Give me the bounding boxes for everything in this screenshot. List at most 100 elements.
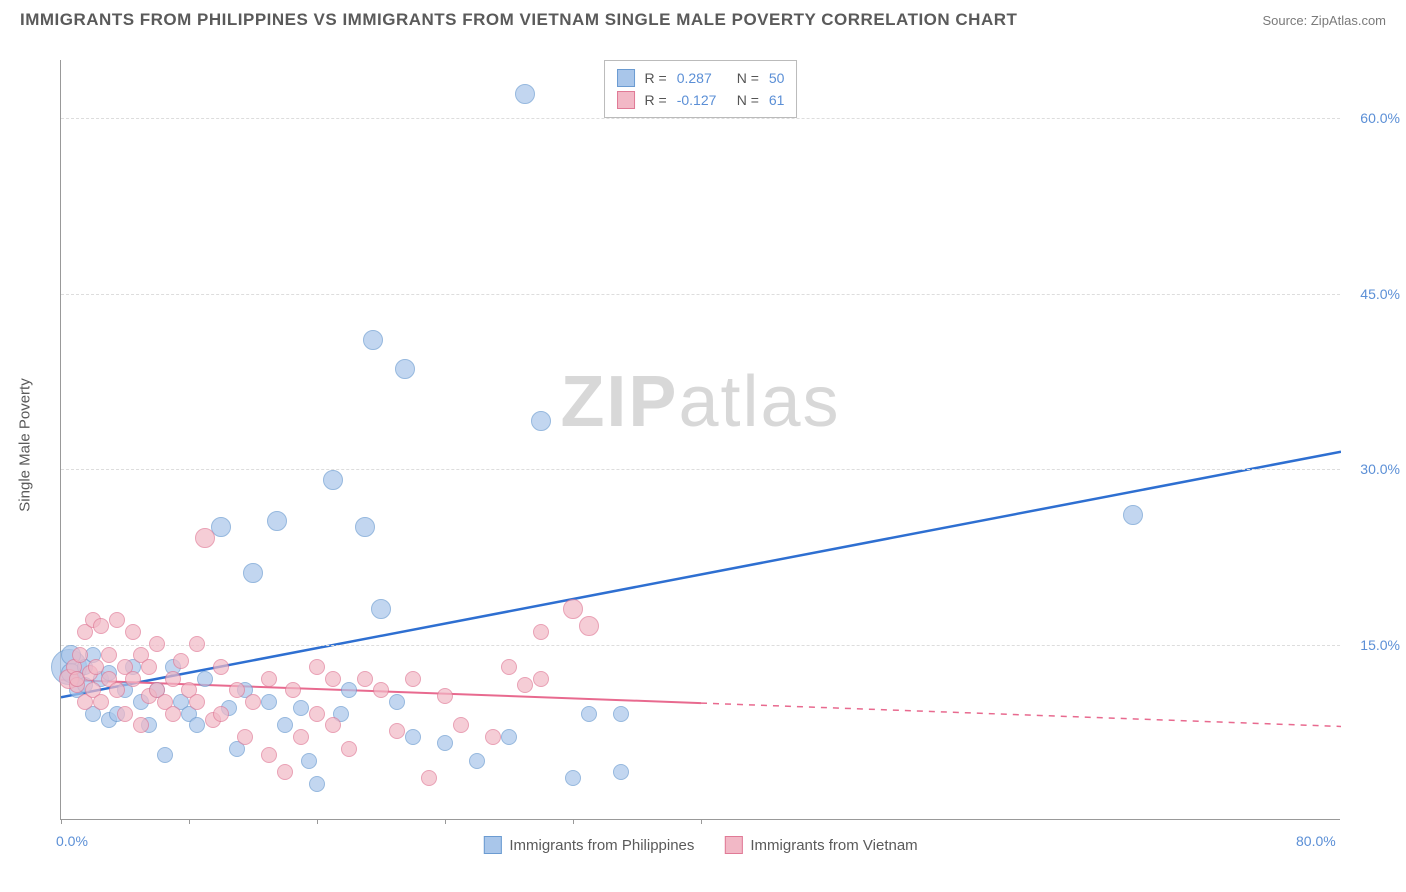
data-point-vietnam	[133, 717, 149, 733]
data-point-vietnam	[101, 647, 117, 663]
r-label: R =	[645, 92, 667, 108]
data-point-vietnam	[245, 694, 261, 710]
x-tick-mark	[189, 819, 190, 824]
data-point-vietnam	[437, 688, 453, 704]
y-tick-label: 60.0%	[1345, 110, 1400, 126]
data-point-philippines	[469, 753, 485, 769]
gridline	[61, 645, 1340, 646]
plot-area: ZIPatlas R =0.287N =50R =-0.127N =61 Imm…	[60, 60, 1340, 820]
x-tick-mark	[573, 819, 574, 824]
data-point-vietnam	[88, 659, 104, 675]
data-point-vietnam	[165, 706, 181, 722]
x-tick-mark	[701, 819, 702, 824]
data-point-vietnam	[579, 616, 599, 636]
data-point-philippines	[261, 694, 277, 710]
x-tick-label: 0.0%	[56, 833, 88, 849]
data-point-philippines	[309, 776, 325, 792]
correlation-legend: R =0.287N =50R =-0.127N =61	[604, 60, 798, 118]
series-legend: Immigrants from Philippines Immigrants fr…	[483, 836, 917, 854]
data-point-vietnam	[501, 659, 517, 675]
data-point-philippines	[437, 735, 453, 751]
data-point-vietnam	[285, 682, 301, 698]
data-point-vietnam	[117, 706, 133, 722]
data-point-vietnam	[533, 624, 549, 640]
gridline	[61, 118, 1340, 119]
data-point-vietnam	[533, 671, 549, 687]
data-point-philippines	[1123, 505, 1143, 525]
data-point-vietnam	[125, 624, 141, 640]
source-label: Source: ZipAtlas.com	[1262, 13, 1386, 28]
data-point-philippines	[293, 700, 309, 716]
data-point-philippines	[389, 694, 405, 710]
legend-swatch	[724, 836, 742, 854]
n-value: 61	[769, 92, 785, 108]
data-point-philippines	[613, 706, 629, 722]
data-point-philippines	[243, 563, 263, 583]
data-point-vietnam	[293, 729, 309, 745]
data-point-vietnam	[405, 671, 421, 687]
data-point-vietnam	[389, 723, 405, 739]
data-point-philippines	[355, 517, 375, 537]
y-tick-label: 45.0%	[1345, 286, 1400, 302]
data-point-philippines	[157, 747, 173, 763]
chart-container: Single Male Poverty ZIPatlas R =0.287N =…	[40, 40, 1380, 850]
data-point-philippines	[613, 764, 629, 780]
n-label: N =	[737, 70, 759, 86]
data-point-vietnam	[325, 671, 341, 687]
data-point-vietnam	[173, 653, 189, 669]
r-value: 0.287	[677, 70, 727, 86]
data-point-vietnam	[261, 671, 277, 687]
data-point-vietnam	[341, 741, 357, 757]
legend-swatch	[483, 836, 501, 854]
y-axis-label: Single Male Poverty	[17, 378, 34, 511]
data-point-vietnam	[229, 682, 245, 698]
data-point-vietnam	[165, 671, 181, 687]
data-point-vietnam	[485, 729, 501, 745]
data-point-philippines	[531, 411, 551, 431]
data-point-vietnam	[72, 647, 88, 663]
x-tick-mark	[61, 819, 62, 824]
data-point-vietnam	[189, 694, 205, 710]
r-label: R =	[645, 70, 667, 86]
data-point-philippines	[395, 359, 415, 379]
data-point-vietnam	[563, 599, 583, 619]
data-point-vietnam	[149, 636, 165, 652]
data-point-philippines	[405, 729, 421, 745]
gridline	[61, 294, 1340, 295]
data-point-philippines	[277, 717, 293, 733]
watermark: ZIPatlas	[560, 361, 840, 443]
data-point-philippines	[189, 717, 205, 733]
data-point-vietnam	[125, 671, 141, 687]
data-point-philippines	[581, 706, 597, 722]
x-tick-mark	[317, 819, 318, 824]
legend-label: Immigrants from Philippines	[509, 837, 694, 854]
data-point-vietnam	[213, 659, 229, 675]
data-point-vietnam	[237, 729, 253, 745]
data-point-philippines	[501, 729, 517, 745]
data-point-vietnam	[93, 694, 109, 710]
data-point-philippines	[301, 753, 317, 769]
data-point-vietnam	[309, 659, 325, 675]
watermark-light: atlas	[678, 362, 840, 442]
data-point-philippines	[515, 84, 535, 104]
legend-item-vietnam: Immigrants from Vietnam	[724, 836, 917, 854]
legend-swatch	[617, 91, 635, 109]
data-point-vietnam	[109, 612, 125, 628]
r-value: -0.127	[677, 92, 727, 108]
data-point-vietnam	[357, 671, 373, 687]
data-point-philippines	[371, 599, 391, 619]
data-point-vietnam	[141, 659, 157, 675]
data-point-vietnam	[373, 682, 389, 698]
data-point-vietnam	[109, 682, 125, 698]
legend-label: Immigrants from Vietnam	[750, 837, 917, 854]
data-point-vietnam	[93, 618, 109, 634]
watermark-bold: ZIP	[560, 362, 678, 442]
data-point-vietnam	[517, 677, 533, 693]
data-point-philippines	[341, 682, 357, 698]
data-point-vietnam	[189, 636, 205, 652]
legend-item-philippines: Immigrants from Philippines	[483, 836, 694, 854]
legend-row-philippines: R =0.287N =50	[617, 67, 785, 89]
data-point-philippines	[363, 330, 383, 350]
x-tick-mark	[445, 819, 446, 824]
data-point-philippines	[267, 511, 287, 531]
